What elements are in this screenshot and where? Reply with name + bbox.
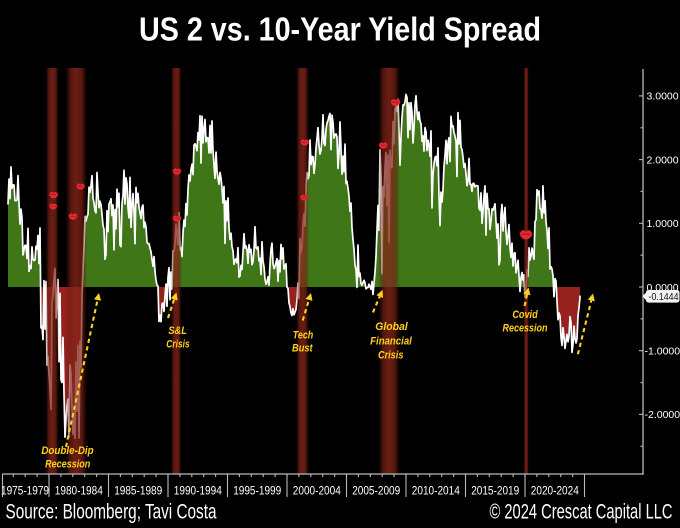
svg-text:2010-2014: 2010-2014 <box>412 484 460 498</box>
svg-text:Global: Global <box>375 321 408 333</box>
svg-text:Bust: Bust <box>292 343 314 355</box>
svg-text:Double-Dip: Double-Dip <box>41 445 94 457</box>
svg-text:Covid: Covid <box>512 309 538 321</box>
svg-text:1990-1994: 1990-1994 <box>174 484 222 498</box>
svg-text:Crisis: Crisis <box>378 349 404 361</box>
svg-text:Source: Bloomberg; Tavi Costa: Source: Bloomberg; Tavi Costa <box>6 501 217 524</box>
svg-text:-0.1444: -0.1444 <box>649 291 679 303</box>
svg-text:2005-2009: 2005-2009 <box>352 484 400 498</box>
svg-text:Tech: Tech <box>293 329 314 341</box>
svg-text:1980-1984: 1980-1984 <box>55 484 103 498</box>
svg-text:US 2 vs. 10-Year Yield Spread: US 2 vs. 10-Year Yield Spread <box>139 11 541 48</box>
svg-text:Financial: Financial <box>370 336 413 348</box>
svg-text:1985-1989: 1985-1989 <box>114 484 162 498</box>
svg-text:1975-1979: 1975-1979 <box>1 484 49 498</box>
svg-text:© 2024 Crescat Capital LLC: © 2024 Crescat Capital LLC <box>490 501 673 524</box>
svg-text:-1.0000: -1.0000 <box>645 346 680 358</box>
svg-text:1.0000: 1.0000 <box>647 218 679 230</box>
svg-text:1995-1999: 1995-1999 <box>233 484 281 498</box>
svg-text:Crisis: Crisis <box>166 339 189 351</box>
svg-text:3.0000: 3.0000 <box>647 91 679 103</box>
svg-text:2015-2019: 2015-2019 <box>471 484 519 498</box>
svg-text:2000-2004: 2000-2004 <box>293 484 341 498</box>
svg-text:-2.0000: -2.0000 <box>645 409 680 421</box>
svg-text:2020-2024: 2020-2024 <box>531 484 579 498</box>
svg-text:Recession: Recession <box>503 323 548 335</box>
svg-text:2.0000: 2.0000 <box>647 154 679 166</box>
svg-text:Recession: Recession <box>45 459 90 471</box>
svg-text:S&L: S&L <box>168 325 187 337</box>
